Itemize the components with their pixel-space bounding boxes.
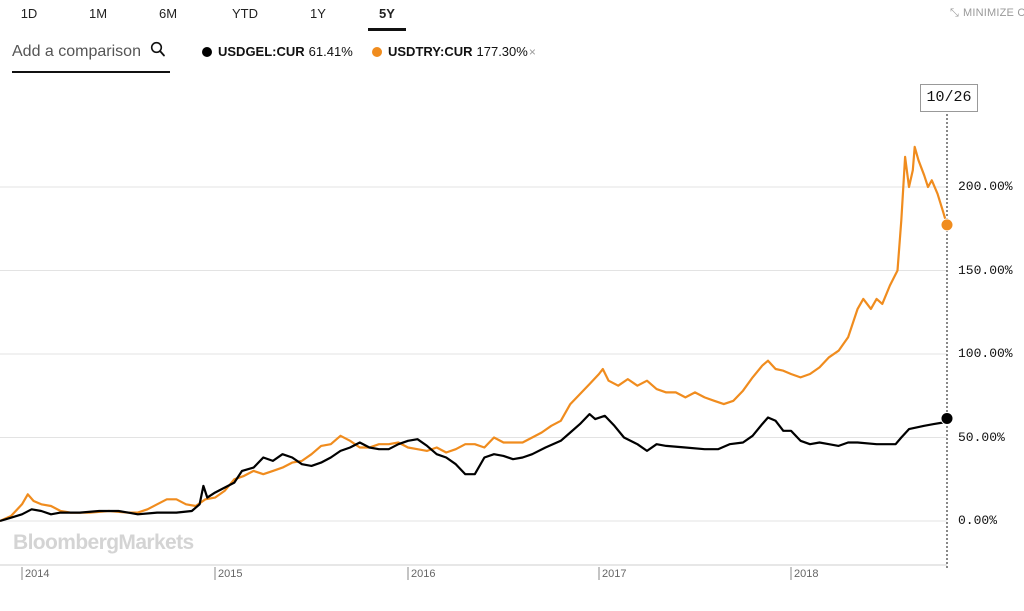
series-lines [0,145,949,523]
range-tab-6m[interactable]: 6M [158,6,178,21]
legend-item-usdgel: USDGEL:CUR 61.41% [202,44,353,59]
x-tick-label: 2014 [25,568,50,580]
y-tick-label: 50.00% [958,429,1005,445]
range-tab-ytd[interactable]: YTD [232,6,258,21]
legend-series-value: 61.41% [308,44,353,59]
crosshair-date-label: 10/26 [920,84,978,112]
search-icon[interactable] [150,41,166,59]
range-selector: 1D 1M 6M YTD 1Y 5Y [0,0,960,32]
series-line-usdgel [0,413,948,523]
x-tick-label: 2018 [794,568,819,580]
gridlines [0,186,947,522]
legend-series-value: 177.30% [476,44,528,59]
remove-comparison-icon[interactable]: × [528,45,536,59]
legend-item-usdtry: USDTRY:CUR 177.30%× [372,44,536,59]
series-endpoint-usdtry [940,218,954,232]
x-tick-label: 2016 [411,568,436,580]
comparison-search [12,38,170,73]
legend-series-name: USDGEL:CUR [218,44,305,59]
range-tab-1m[interactable]: 1M [88,6,108,21]
minimize-icon: ⤡ [950,7,959,19]
series-endpoints [940,218,954,425]
x-tick-label: 2015 [218,568,243,580]
series-color-dot [372,47,382,57]
comparison-input[interactable] [12,40,142,64]
bloomberg-watermark: BloombergMarkets [13,531,194,554]
active-range-underline [368,28,406,31]
y-tick-label: 0.00% [958,513,998,528]
range-tab-5y[interactable]: 5Y [379,6,395,21]
series-line-usdtry [0,145,949,523]
range-tab-1y[interactable]: 1Y [310,6,326,21]
y-tick-label: 200.00% [958,179,1013,194]
x-tick-label: 2017 [602,568,627,580]
y-tick-label: 150.00% [958,262,1013,278]
series-endpoint-usdgel [940,411,954,425]
range-tab-1d[interactable]: 1D [20,6,38,21]
minimize-button[interactable]: ⤡ MINIMIZE C [950,7,1024,20]
y-tick-label: 100.00% [958,346,1013,361]
series-color-dot [202,47,212,57]
minimize-label: MINIMIZE C [963,7,1024,19]
x-axis [0,564,947,580]
legend-series-name: USDTRY:CUR [388,44,473,59]
